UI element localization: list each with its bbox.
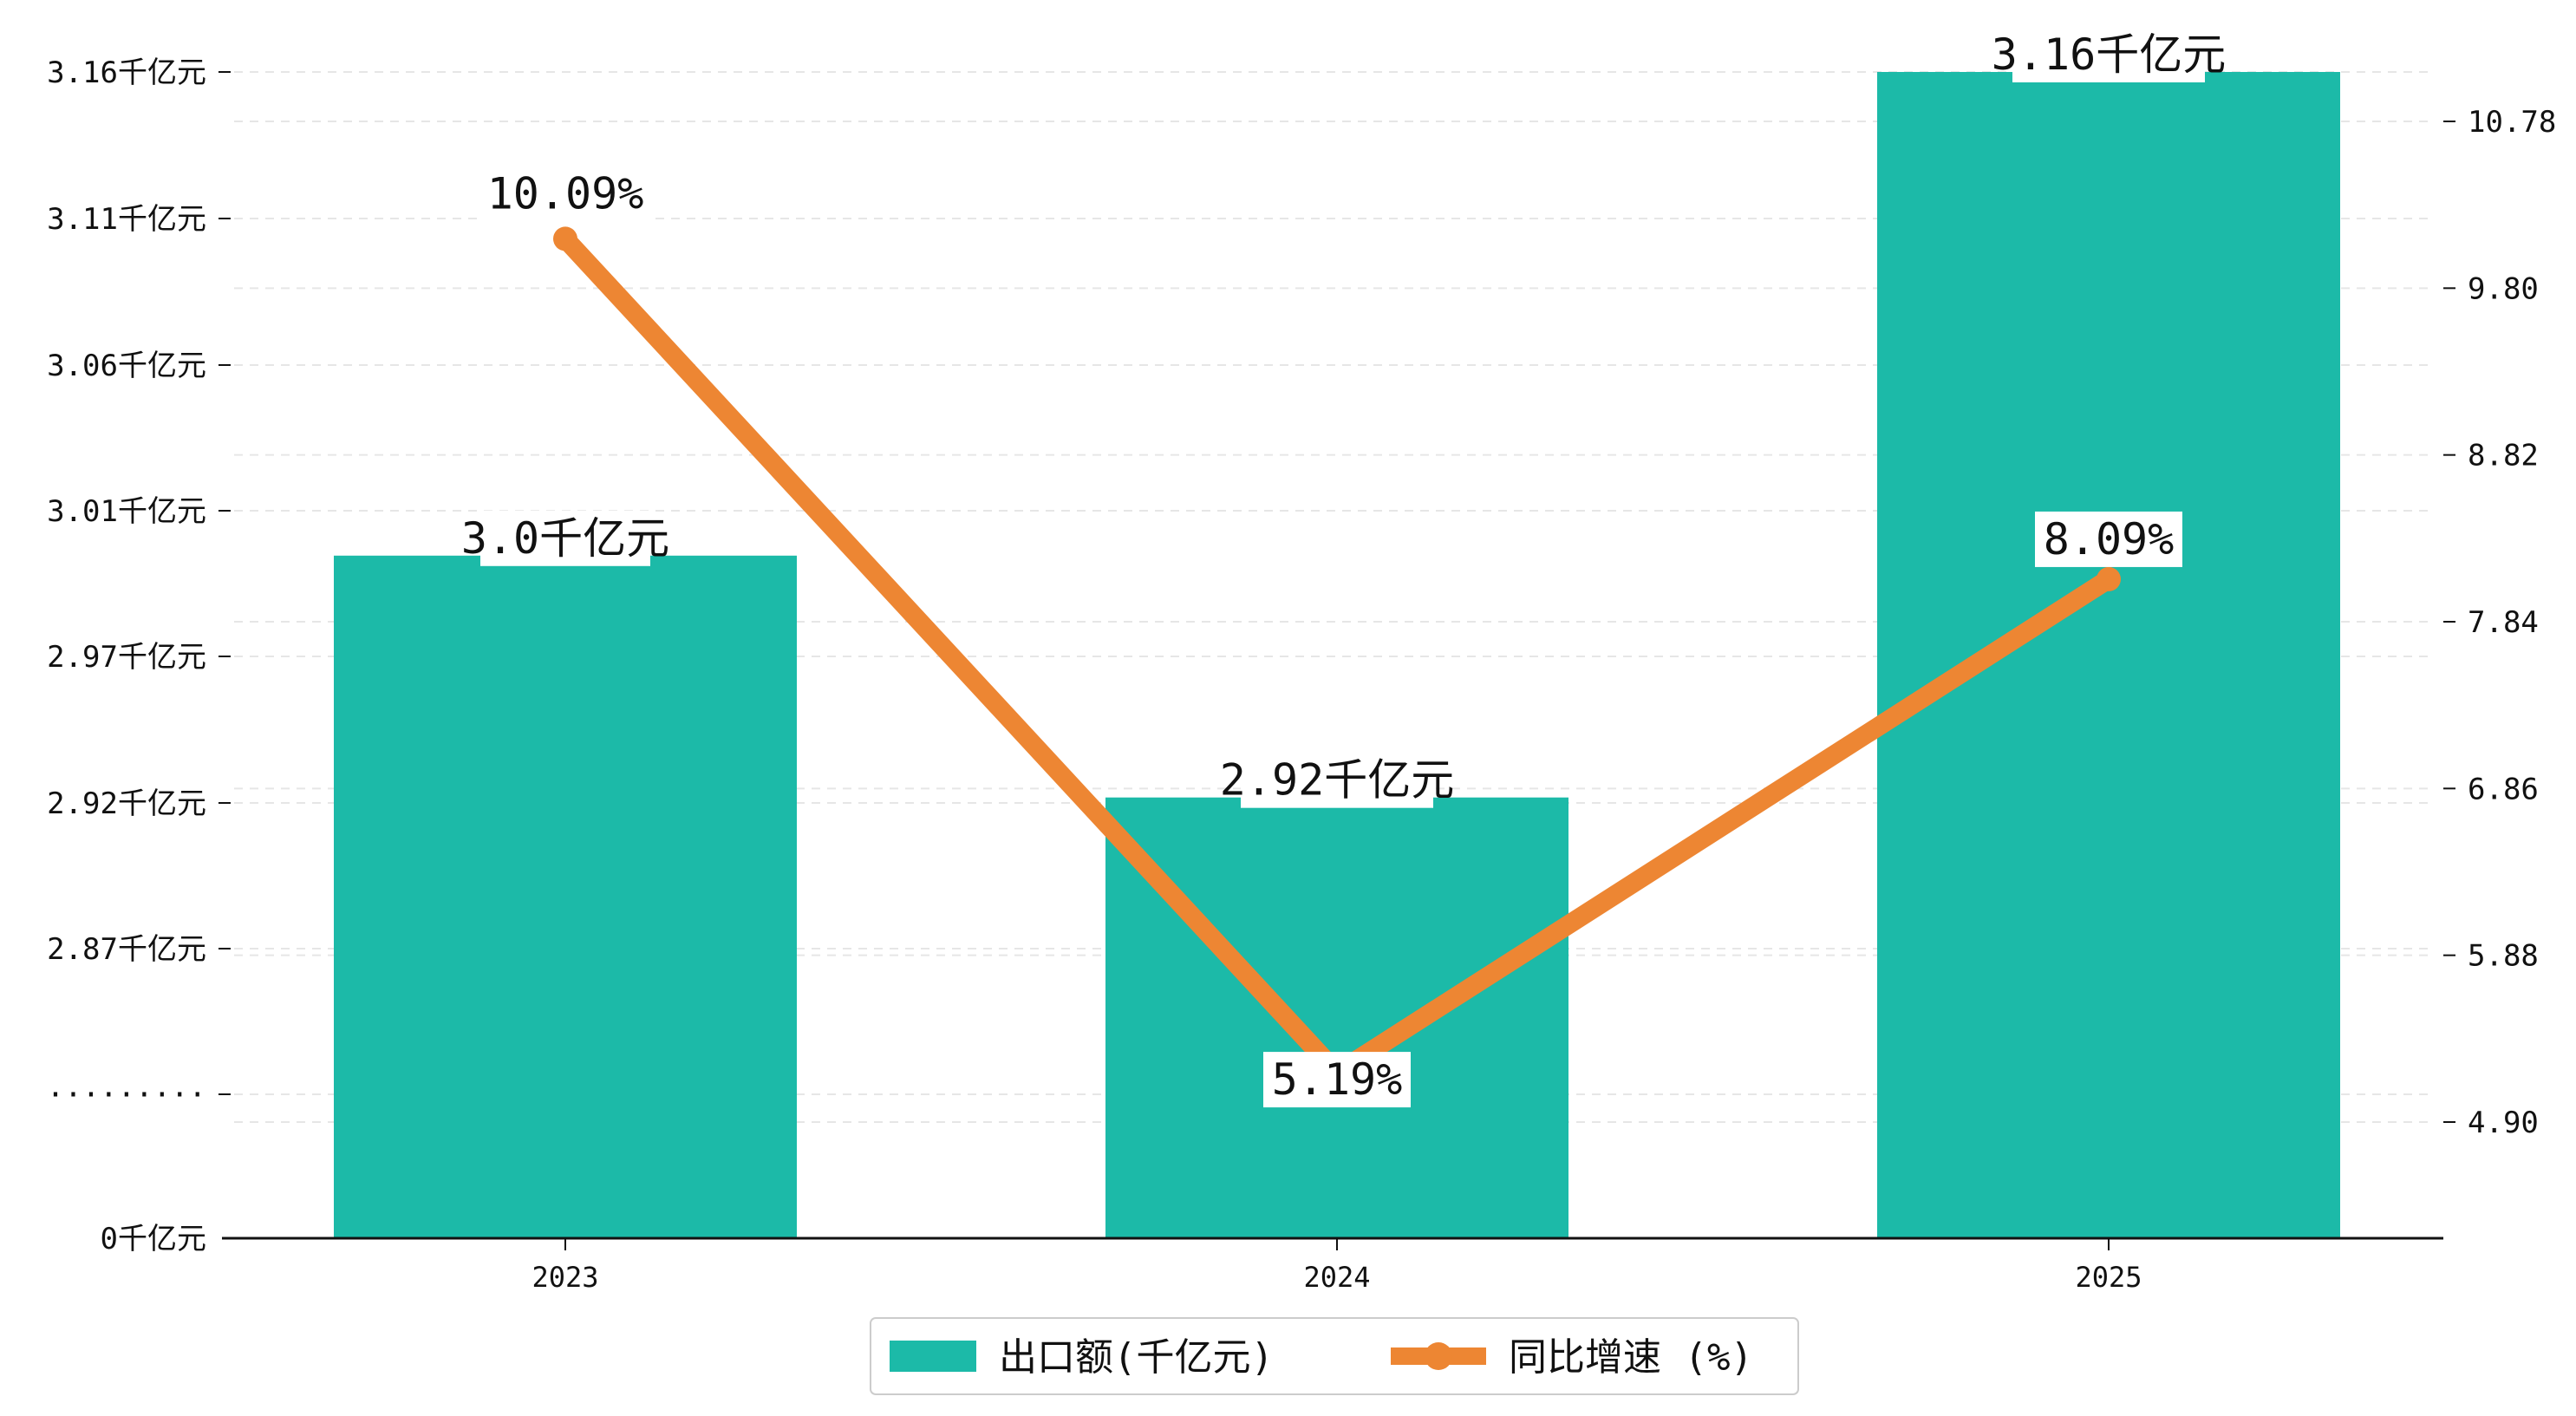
bar-2024 bbox=[1105, 797, 1568, 1238]
legend-swatch-bar bbox=[890, 1341, 976, 1372]
line-label-2025: 8.09% bbox=[2044, 514, 2175, 564]
line-label-2024-box bbox=[1263, 1052, 1411, 1108]
bar-label-2025: 3.16千亿元 bbox=[1992, 29, 2226, 80]
line-label-2025-box bbox=[2035, 511, 2182, 567]
y-left-tick-label: 2.92千亿元 bbox=[47, 786, 206, 821]
line-label-2023-box bbox=[480, 166, 650, 222]
y-left-tick-label: 3.06千亿元 bbox=[47, 349, 206, 383]
bar-2023 bbox=[334, 555, 797, 1238]
y-right-tick-label: 9.80 bbox=[2468, 271, 2539, 306]
y-left-tick-label: 3.11千亿元 bbox=[47, 202, 206, 237]
y-left-tick-label: 2.97千亿元 bbox=[47, 640, 206, 675]
y-left-tick-label: ········· bbox=[47, 1078, 206, 1113]
y-right-tick-label: 7.84 bbox=[2468, 605, 2539, 640]
legend-label-bar: 出口额(千亿元) bbox=[999, 1335, 1274, 1380]
axes: 0千亿元 ········· 2.87千亿元 2.92千亿元 2.97千亿元 3.01千亿… bbox=[47, 55, 2557, 1294]
x-tick-label-2024: 2024 bbox=[1303, 1261, 1370, 1294]
y-left-tick-label: 3.16千亿元 bbox=[47, 55, 206, 90]
growth-point-2025 bbox=[2097, 566, 2121, 591]
y-left-tick-label: 3.01千亿元 bbox=[47, 494, 206, 529]
y-right-tick-label: 5.88 bbox=[2468, 939, 2539, 974]
bar-label-2023-box bbox=[480, 510, 650, 566]
bars bbox=[334, 72, 2340, 1238]
y-right-tick-label: 4.90 bbox=[2468, 1106, 2539, 1140]
y-right-tick-label: 6.86 bbox=[2468, 772, 2539, 806]
bar-label-2023: 3.0千亿元 bbox=[461, 513, 669, 564]
x-tick-label-2023: 2023 bbox=[532, 1261, 598, 1294]
legend-label-line: 同比增速 (%) bbox=[1509, 1335, 1753, 1380]
y-left-tick-label: 0千亿元 bbox=[101, 1222, 206, 1256]
y-right-tick-label: 10.78 bbox=[2468, 105, 2556, 140]
growth-point-2023 bbox=[553, 226, 577, 251]
legend-box bbox=[870, 1317, 1799, 1395]
y-right-tick-label: 8.82 bbox=[2468, 439, 2539, 473]
bar-label-2024: 2.92千亿元 bbox=[1220, 755, 1454, 806]
line-label-2023: 10.09% bbox=[487, 168, 644, 219]
line-label-2024: 5.19% bbox=[1272, 1054, 1403, 1105]
bar-2025 bbox=[1877, 72, 2340, 1238]
y-left-tick-label: 2.87千亿元 bbox=[47, 932, 206, 967]
legend: 出口额(千亿元) 同比增速 (%) bbox=[870, 1317, 1799, 1395]
data-labels: 3.0千亿元 2.92千亿元 3.16千亿元 10.09% 5.19% 8.09% bbox=[461, 27, 2226, 1108]
x-tick-label-2025: 2025 bbox=[2075, 1261, 2142, 1294]
legend-swatch-marker bbox=[1425, 1342, 1452, 1370]
bar-label-2025-box bbox=[2012, 27, 2205, 82]
bar-label-2024-box bbox=[1241, 752, 1433, 808]
